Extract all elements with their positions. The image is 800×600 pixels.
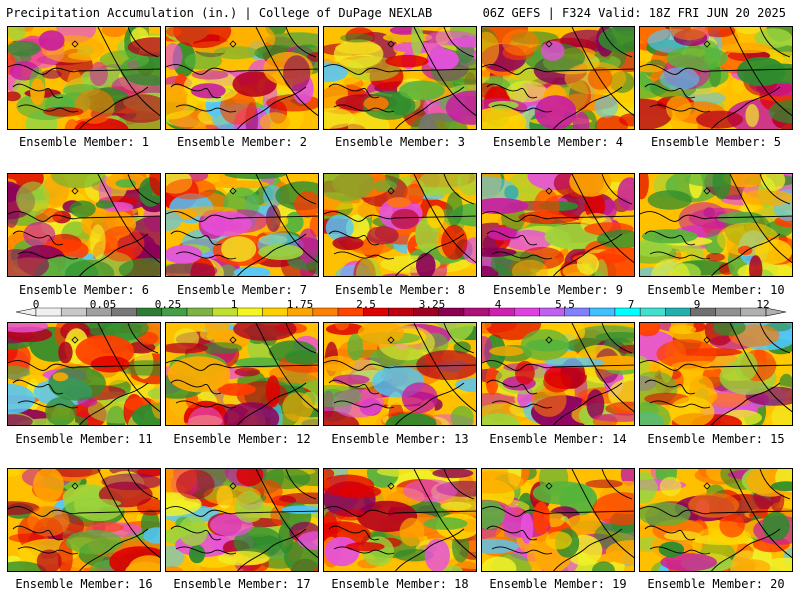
ensemble-map-18: [323, 468, 477, 572]
colorbar-swatch: [589, 307, 616, 317]
colorbar-tick-label: 1: [230, 298, 238, 311]
colorbar-tick-label: 0: [32, 298, 40, 311]
colorbar-tick-label: 1.75: [286, 298, 314, 311]
colorbar-swatch: [514, 307, 540, 317]
ensemble-map-3: [323, 26, 477, 130]
ensemble-member-label-17: Ensemble Member: 17: [173, 577, 311, 591]
colorbar-swatch: [388, 307, 414, 317]
colorbar-tick-label: 4: [494, 298, 502, 311]
ensemble-member-label-14: Ensemble Member: 14: [489, 432, 627, 446]
ensemble-map-12: [165, 322, 319, 426]
colorbar-swatch: [60, 307, 87, 317]
ensemble-map-16: [7, 468, 161, 572]
colorbar-swatch: [35, 307, 62, 317]
colorbar-tick-label: 2.5: [356, 298, 376, 311]
colorbar-swatch: [262, 307, 288, 317]
ensemble-member-label-3: Ensemble Member: 3: [334, 135, 466, 149]
colorbar-swatch: [665, 307, 691, 317]
ensemble-map-19: [481, 468, 635, 572]
ensemble-map-9: [481, 173, 635, 277]
ensemble-map-5: [639, 26, 793, 130]
ensemble-member-label-12: Ensemble Member: 12: [173, 432, 311, 446]
ensemble-map-17: [165, 468, 319, 572]
ensemble-map-15: [639, 322, 793, 426]
ensemble-map-1: [7, 26, 161, 130]
ensemble-member-label-2: Ensemble Member: 2: [176, 135, 308, 149]
colorbar-tick-label: 3.25: [418, 298, 446, 311]
ensemble-map-4: [481, 26, 635, 130]
ensemble-member-label-7: Ensemble Member: 7: [176, 283, 308, 297]
ensemble-member-label-19: Ensemble Member: 19: [489, 577, 627, 591]
ensemble-member-label-4: Ensemble Member: 4: [492, 135, 624, 149]
ensemble-map-14: [481, 322, 635, 426]
colorbar-swatch: [639, 307, 666, 317]
ensemble-map-7: [165, 173, 319, 277]
colorbar-swatch: [186, 307, 213, 317]
ensemble-map-13: [323, 322, 477, 426]
valid-time: 06Z GEFS | F324 Valid: 18Z FRI JUN 20 20…: [482, 6, 786, 20]
colorbar-tick-label: 9: [693, 298, 701, 311]
color-scale-bar: [15, 307, 787, 317]
ensemble-member-label-10: Ensemble Member: 10: [647, 283, 785, 297]
ensemble-member-label-13: Ensemble Member: 13: [331, 432, 469, 446]
colorbar-right-arrow: [765, 307, 787, 317]
colorbar-tick-label: 0.25: [154, 298, 182, 311]
map-title: Precipitation Accumulation (in.) | Colle…: [6, 6, 433, 20]
ensemble-map-6: [7, 173, 161, 277]
colorbar-swatch: [463, 307, 490, 317]
ensemble-member-label-1: Ensemble Member: 1: [18, 135, 150, 149]
ensemble-member-label-16: Ensemble Member: 16: [15, 577, 153, 591]
colorbar-swatch: [237, 307, 263, 317]
ensemble-member-label-5: Ensemble Member: 5: [650, 135, 782, 149]
ensemble-member-label-20: Ensemble Member: 20: [647, 577, 785, 591]
ensemble-map-20: [639, 468, 793, 572]
colorbar-tick-label: 12: [756, 298, 770, 311]
ensemble-member-label-6: Ensemble Member: 6: [18, 283, 150, 297]
colorbar-tick-label: 7: [627, 298, 635, 311]
colorbar-swatch: [715, 307, 742, 317]
colorbar-tick-label: 0.05: [89, 298, 117, 311]
ensemble-map-10: [639, 173, 793, 277]
ensemble-member-label-9: Ensemble Member: 9: [492, 283, 624, 297]
ensemble-member-label-15: Ensemble Member: 15: [647, 432, 785, 446]
colorbar-tick-label: 5.5: [555, 298, 575, 311]
ensemble-member-label-11: Ensemble Member: 11: [15, 432, 153, 446]
ensemble-map-11: [7, 322, 161, 426]
ensemble-map-2: [165, 26, 319, 130]
colorbar-swatch: [312, 307, 339, 317]
ensemble-member-label-18: Ensemble Member: 18: [331, 577, 469, 591]
ensemble-map-8: [323, 173, 477, 277]
ensemble-member-label-8: Ensemble Member: 8: [334, 283, 466, 297]
